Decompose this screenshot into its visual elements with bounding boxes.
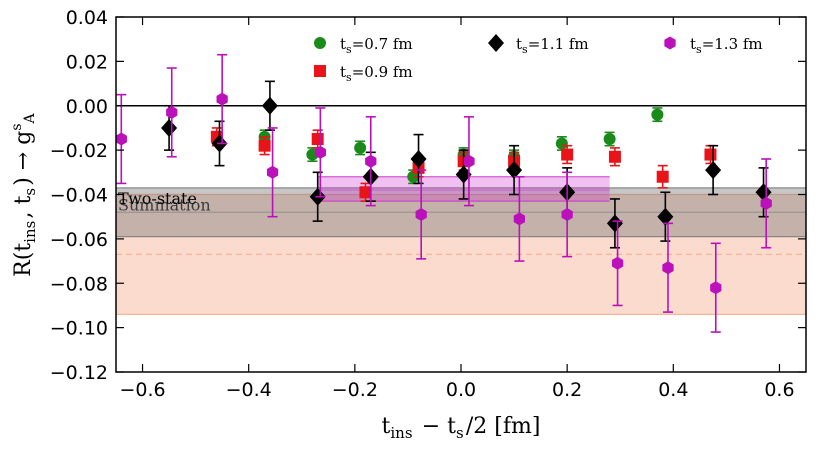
point-t-s-1-1-fm-8 bbox=[506, 161, 523, 180]
legend-marker-t-s-1-1-fm bbox=[488, 34, 504, 52]
legend-label-t-s-0-7-fm: ts=0.7 fm bbox=[340, 35, 413, 56]
band-summation-label: Summation bbox=[118, 196, 211, 215]
y-tick-label: 0.02 bbox=[66, 51, 108, 73]
point-t-s-1-1-fm-7 bbox=[455, 165, 472, 184]
x-tick-label: 0.6 bbox=[764, 379, 794, 401]
point-t-s-1-1-fm-12 bbox=[705, 161, 722, 180]
x-tick-label: 0.4 bbox=[658, 379, 688, 401]
x-tick-label: −0.6 bbox=[119, 379, 165, 401]
legend-marker-t-s-0-7-fm bbox=[314, 37, 326, 49]
legend: ts=0.7 fm ts=1.1 fm ts=1.3 fm ts=0.9 fm bbox=[314, 34, 763, 84]
ticks-layer: −0.6 −0.4 −0.2 0.0 0.2 0.4 0.6 0.04 0.02 0.00 −0.0… bbox=[50, 7, 806, 401]
x-tick-label: 0.2 bbox=[552, 379, 582, 401]
points-layer bbox=[115, 53, 772, 333]
x-tick-label: −0.4 bbox=[226, 379, 272, 401]
point-t-s-1-3-fm-7 bbox=[415, 207, 427, 221]
point-t-s-1-1-fm-6 bbox=[410, 150, 427, 168]
point-t-s-0-9-fm-2 bbox=[258, 139, 271, 152]
y-tick-label: −0.08 bbox=[50, 273, 108, 295]
x-axis-title: tins − ts /2 [fm] bbox=[382, 414, 541, 442]
point-t-s-0-9-fm-8 bbox=[561, 148, 574, 161]
point-t-s-0-9-fm-9 bbox=[608, 150, 621, 163]
legend-label-t-s-1-1-fm: ts=1.1 fm bbox=[516, 35, 589, 56]
y-tick-label: −0.10 bbox=[50, 318, 108, 340]
point-t-s-1-3-fm-9 bbox=[513, 212, 526, 226]
x-tick-label: −0.2 bbox=[332, 379, 378, 401]
point-t-s-1-3-fm-13 bbox=[710, 281, 722, 295]
point-t-s-1-1-fm-11 bbox=[657, 207, 674, 226]
legend-marker-t-s-0-9-fm bbox=[314, 65, 326, 77]
point-t-s-1-3-fm-5 bbox=[314, 145, 326, 159]
point-t-s-0-9-fm-4 bbox=[359, 186, 372, 199]
y-tick-label: 0.04 bbox=[66, 7, 108, 29]
band-two-state-label: Two-state bbox=[118, 189, 197, 208]
point-t-s-1-3-fm-2 bbox=[166, 105, 178, 119]
y-tick-label: −0.04 bbox=[50, 185, 108, 207]
point-t-s-1-3-fm-3 bbox=[216, 92, 228, 106]
legend-marker-t-s-1-3-fm bbox=[664, 36, 676, 50]
point-t-s-0-9-fm-3 bbox=[311, 133, 324, 146]
x-tick-label: 0.0 bbox=[446, 379, 476, 401]
point-t-s-1-1-fm-13 bbox=[755, 183, 772, 202]
y-tick-label: −0.12 bbox=[50, 362, 108, 384]
point-t-s-1-1-fm-10 bbox=[606, 214, 623, 233]
legend-label-t-s-0-9-fm: ts=0.9 fm bbox=[340, 63, 413, 84]
point-t-s-1-3-fm-12 bbox=[662, 261, 674, 275]
point-t-s-1-3-fm-1 bbox=[115, 132, 127, 146]
point-t-s-0-9-fm-11 bbox=[704, 148, 717, 161]
point-t-s-1-3-fm-14 bbox=[760, 196, 772, 210]
y-tick-label: −0.02 bbox=[50, 140, 108, 162]
point-t-s-0-9-fm-10 bbox=[656, 170, 669, 183]
legend-label-t-s-1-3-fm: ts=1.3 fm bbox=[690, 35, 763, 56]
point-t-s-1-3-fm-11 bbox=[611, 256, 624, 270]
point-t-s-0-7-fm-7 bbox=[555, 137, 568, 150]
y-tick-label: 0.00 bbox=[66, 96, 108, 118]
series-t-s-1-3-fm bbox=[115, 53, 772, 333]
point-t-s-1-1-fm-1 bbox=[161, 118, 178, 137]
point-t-s-1-3-fm-6 bbox=[365, 154, 377, 168]
point-t-s-0-7-fm-3 bbox=[354, 141, 367, 154]
point-t-s-0-7-fm-8 bbox=[603, 133, 616, 146]
y-axis-title: R(tins , ts ) → gsA bbox=[9, 111, 39, 277]
point-t-s-1-3-fm-10 bbox=[561, 207, 573, 221]
point-t-s-1-3-fm-8 bbox=[463, 154, 475, 168]
point-t-s-1-1-fm-3 bbox=[261, 96, 278, 115]
y-tick-label: −0.06 bbox=[50, 229, 108, 251]
point-t-s-1-3-fm-4 bbox=[266, 165, 279, 179]
point-t-s-0-7-fm-9 bbox=[651, 108, 664, 121]
